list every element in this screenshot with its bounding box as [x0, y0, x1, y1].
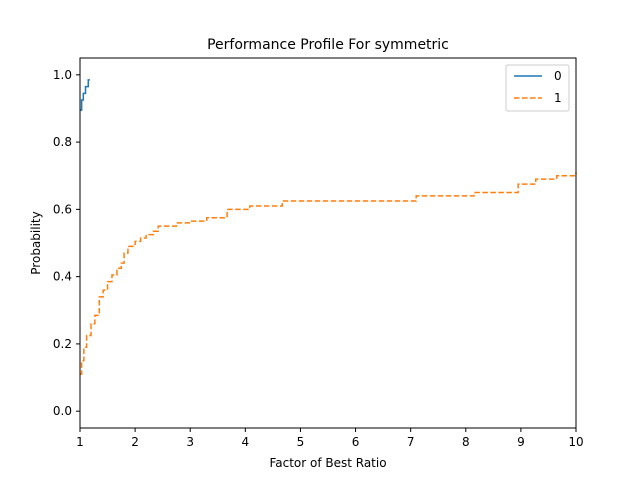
- x-tick-label: 6: [352, 435, 360, 449]
- y-axis-label: Probability: [29, 211, 43, 274]
- y-axis-ticks: 0.0 0.2 0.4 0.6 0.8 1.0: [53, 68, 80, 418]
- plot-area: [80, 79, 577, 375]
- series-0-line: [80, 79, 90, 111]
- x-tick-label: 9: [517, 435, 525, 449]
- y-tick-label: 1.0: [53, 68, 72, 82]
- legend: 0 1: [505, 64, 570, 112]
- y-tick-label: 0.4: [53, 270, 72, 284]
- x-axis-label: Factor of Best Ratio: [269, 456, 386, 470]
- legend-label-series-1: 1: [554, 91, 562, 105]
- y-tick-label: 0.6: [53, 202, 72, 216]
- x-tick-label: 5: [297, 435, 305, 449]
- axes-frame: [79, 57, 577, 429]
- x-tick-label: 3: [186, 435, 194, 449]
- series-1-line: [80, 172, 577, 375]
- x-tick-label: 2: [131, 435, 139, 449]
- x-tick-label: 1: [76, 435, 84, 449]
- x-tick-label: 7: [407, 435, 415, 449]
- y-tick-label: 0.0: [53, 404, 72, 418]
- x-tick-label: 4: [242, 435, 250, 449]
- legend-label-series-0: 0: [554, 69, 562, 83]
- chart-title: Performance Profile For symmetric: [207, 37, 449, 53]
- x-axis-ticks: 1 2 3 4 5 6 7 8 9 10: [76, 428, 584, 449]
- y-tick-label: 0.2: [53, 337, 72, 351]
- x-tick-label: 8: [462, 435, 470, 449]
- y-tick-label: 0.8: [53, 135, 72, 149]
- x-tick-label: 10: [568, 435, 583, 449]
